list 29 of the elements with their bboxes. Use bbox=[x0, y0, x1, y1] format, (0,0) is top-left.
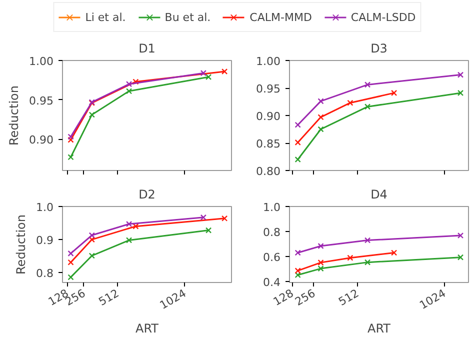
x-axis-title: ART bbox=[368, 321, 392, 336]
chart-title: D1 bbox=[138, 42, 156, 56]
legend-label: CALM-LSDD bbox=[350, 10, 416, 24]
x-tick-label: 512 bbox=[96, 286, 122, 308]
y-tick-label: 0.85 bbox=[256, 138, 281, 150]
y-tick-label: 0.4 bbox=[263, 276, 281, 289]
y-tick-label: 0.8 bbox=[263, 226, 281, 239]
y-axis-title: Reduction bbox=[7, 85, 22, 146]
y-tick-label: 1.0 bbox=[36, 201, 54, 214]
y-tick-label: 0.90 bbox=[29, 134, 54, 147]
y-tick-label: 0.95 bbox=[256, 82, 281, 96]
x-tick-label: 512 bbox=[336, 286, 362, 308]
y-tick-label: 1.0 bbox=[263, 201, 281, 214]
y-tick-label: 0.95 bbox=[29, 94, 54, 108]
legend-label: Li et al. bbox=[85, 10, 126, 24]
y-tick-label: 0.9 bbox=[36, 234, 54, 248]
y-tick-label: 1.00 bbox=[29, 55, 54, 68]
y-tick-label: 0.8 bbox=[36, 267, 54, 280]
chart-title: D3 bbox=[370, 42, 388, 56]
y-tick-label: 0.90 bbox=[256, 110, 281, 123]
y-tick-label: 0.6 bbox=[263, 250, 281, 264]
chart-title: D4 bbox=[370, 188, 388, 202]
legend-label: Bu et al. bbox=[164, 10, 211, 24]
y-tick-label: 1.00 bbox=[256, 55, 281, 68]
x-axis-title: ART bbox=[136, 321, 160, 336]
chart-title: D2 bbox=[138, 188, 156, 202]
y-tick-label: 0.80 bbox=[256, 165, 281, 178]
y-axis-title: Reduction bbox=[14, 214, 28, 274]
legend-label: CALM-MMD bbox=[250, 10, 312, 24]
